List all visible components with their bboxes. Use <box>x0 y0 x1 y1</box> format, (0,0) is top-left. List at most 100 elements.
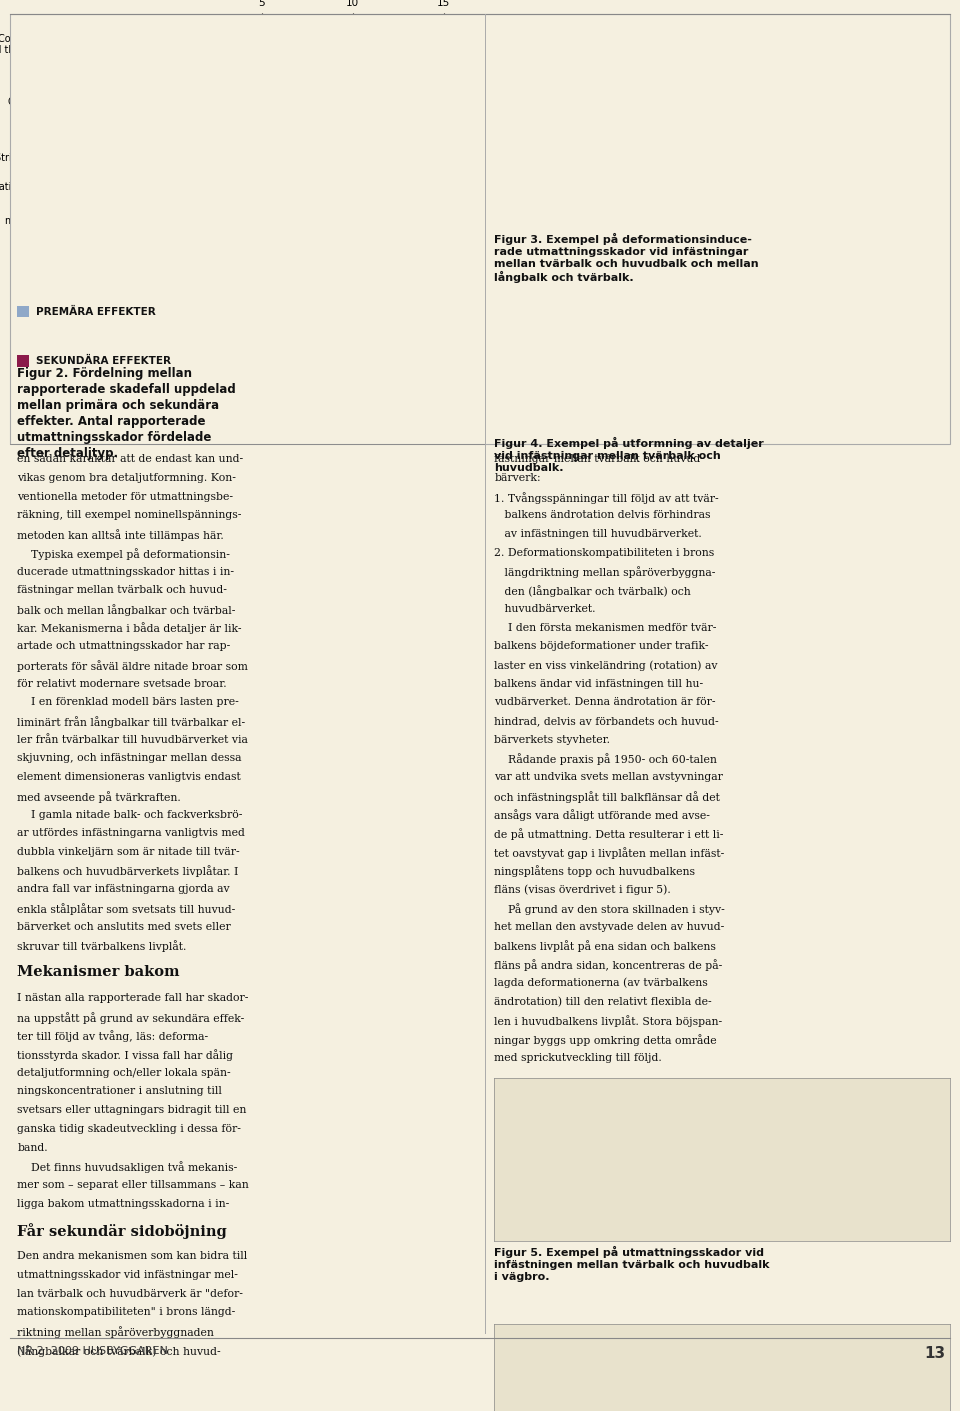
Text: vikas genom bra detaljutformning. Kon-: vikas genom bra detaljutformning. Kon- <box>17 473 236 483</box>
Text: bärverk:: bärverk: <box>494 473 541 483</box>
Bar <box>171 121 280 138</box>
Text: ducerade utmattningsskador hittas i in-: ducerade utmattningsskador hittas i in- <box>17 566 234 577</box>
Text: Det finns huvudsakligen två mekanis-: Det finns huvudsakligen två mekanis- <box>17 1161 237 1173</box>
Text: Tvärbalk: Tvärbalk <box>768 24 802 34</box>
Bar <box>171 150 271 166</box>
Text: Typiska exempel på deformationsin-: Typiska exempel på deformationsin- <box>17 547 230 560</box>
Text: (a): (a) <box>567 415 577 420</box>
Text: Tvärbalk: Tvärbalk <box>806 272 839 281</box>
Text: Infästning till tvärbalk: Infästning till tvärbalk <box>513 209 589 214</box>
Text: balkens böjdeformationer under trafik-: balkens böjdeformationer under trafik- <box>494 641 708 652</box>
Text: SEKUNDÄRA EFFEKTER: SEKUNDÄRA EFFEKTER <box>36 356 172 365</box>
Text: band.: band. <box>17 1143 48 1153</box>
Text: 13: 13 <box>924 1346 946 1362</box>
Text: Den andra mekanismen som kan bidra till: Den andra mekanismen som kan bidra till <box>17 1252 248 1261</box>
Text: balkens ändar vid infästningen till hu-: balkens ändar vid infästningen till hu- <box>494 679 704 689</box>
Text: hindrad, delvis av förbandets och huvud-: hindrad, delvis av förbandets och huvud- <box>494 715 719 727</box>
Text: huvudbärverket.: huvudbärverket. <box>494 604 596 614</box>
Text: Figur 4. Exempel på utformning av detaljer
vid infästningar mellan tvärbalk och
: Figur 4. Exempel på utformning av detalj… <box>494 437 764 474</box>
Bar <box>171 35 453 54</box>
Text: detaljutformning och/eller lokala spän-: detaljutformning och/eller lokala spän- <box>17 1068 231 1078</box>
Text: fästningar mellan tvärbalk och huvud-: fästningar mellan tvärbalk och huvud- <box>494 454 705 464</box>
Text: balkens och huvudbärverkets livplåtar. I: balkens och huvudbärverkets livplåtar. I <box>17 865 239 878</box>
Bar <box>171 292 216 309</box>
Text: lan tvärbalk och huvudbärverk är "defor-: lan tvärbalk och huvudbärverk är "defor- <box>17 1288 243 1298</box>
Text: av infästningen till huvudbärverket.: av infästningen till huvudbärverket. <box>494 529 702 539</box>
Text: ansågs vara dåligt utförande med avse-: ansågs vara dåligt utförande med avse- <box>494 810 710 821</box>
Text: ventionella metoder för utmattningsbe-: ventionella metoder för utmattningsbe- <box>17 491 233 502</box>
Text: de på utmattning. Detta resulterar i ett li-: de på utmattning. Detta resulterar i ett… <box>494 828 724 840</box>
Text: kar. Mekanismerna i båda detaljer är lik-: kar. Mekanismerna i båda detaljer är lik… <box>17 622 242 635</box>
Text: tet oavstyvat gap i livplåten mellan infäst-: tet oavstyvat gap i livplåten mellan inf… <box>494 847 725 859</box>
Text: len i huvudbalkens livplåt. Stora böjspan-: len i huvudbalkens livplåt. Stora böjspa… <box>494 1015 723 1027</box>
Text: NR 2  2009 HUSBYGGAREN: NR 2 2009 HUSBYGGAREN <box>17 1346 168 1356</box>
Text: I gamla nitade balk- och fackverksbrö-: I gamla nitade balk- och fackverksbrö- <box>17 810 243 820</box>
Text: ningskoncentrationer i anslutning till: ningskoncentrationer i anslutning till <box>17 1086 222 1096</box>
Wedge shape <box>40 95 88 151</box>
Text: ganska tidig skadeutveckling i dessa för-: ganska tidig skadeutveckling i dessa för… <box>17 1123 241 1134</box>
Text: Mekanismer bakom: Mekanismer bakom <box>17 965 180 979</box>
Text: var att undvika svets mellan avstyvningar: var att undvika svets mellan avstyvninga… <box>494 772 723 782</box>
Text: På grund av den stora skillnaden i styv-: På grund av den stora skillnaden i styv- <box>494 903 725 914</box>
Text: (långbalkar och tvärbalk) och huvud-: (långbalkar och tvärbalk) och huvud- <box>17 1345 221 1356</box>
Bar <box>171 320 207 337</box>
Text: fläns på andra sidan, koncentreras de på-: fläns på andra sidan, koncentreras de på… <box>494 959 723 971</box>
Text: ändrotation) till den relativt flexibla de-: ändrotation) till den relativt flexibla … <box>494 996 712 1007</box>
Text: dubbla vinkeljärn som är nitade till tvär-: dubbla vinkeljärn som är nitade till tvä… <box>17 847 240 856</box>
Text: ningsplåtens topp och huvudbalkens: ningsplåtens topp och huvudbalkens <box>494 865 695 878</box>
Text: na uppstått på grund av sekundära effek-: na uppstått på grund av sekundära effek- <box>17 1012 245 1023</box>
Text: mationskompatibiliteten" i brons längd-: mationskompatibiliteten" i brons längd- <box>17 1307 235 1318</box>
Text: artade och utmattningsskador har rap-: artade och utmattningsskador har rap- <box>17 641 230 652</box>
Text: ar utfördes infästningarna vanligtvis med: ar utfördes infästningarna vanligtvis me… <box>17 828 245 838</box>
Text: balkens ändrotation delvis förhindras: balkens ändrotation delvis förhindras <box>494 511 711 521</box>
Bar <box>171 178 271 196</box>
Text: ~90%: ~90% <box>58 145 120 164</box>
Text: och infästningsplåt till balkflänsar då det: och infästningsplåt till balkflänsar då … <box>494 790 720 803</box>
Text: ter till följd av tvång, läs: deforma-: ter till följd av tvång, läs: deforma- <box>17 1030 208 1043</box>
Text: I den första mekanismen medför tvär-: I den första mekanismen medför tvär- <box>494 622 717 632</box>
Text: längdriktning mellan spåröverbyggna-: längdriktning mellan spåröverbyggna- <box>494 566 716 579</box>
Text: fästningar mellan tvärbalk och huvud-: fästningar mellan tvärbalk och huvud- <box>17 586 228 595</box>
Text: porterats för såväl äldre nitade broar som: porterats för såväl äldre nitade broar s… <box>17 660 248 672</box>
Text: för relativt modernare svetsade broar.: för relativt modernare svetsade broar. <box>17 679 227 689</box>
Text: Rådande praxis på 1950- och 60-talen: Rådande praxis på 1950- och 60-talen <box>494 753 717 765</box>
Text: metoden kan alltså inte tillämpas här.: metoden kan alltså inte tillämpas här. <box>17 529 224 540</box>
Bar <box>171 206 252 224</box>
Text: en sådan karaktär att de endast kan und-: en sådan karaktär att de endast kan und- <box>17 454 244 464</box>
Text: 1. Tvångsspänningar till följd av att tvär-: 1. Tvångsspänningar till följd av att tv… <box>494 491 719 504</box>
Text: utmattningsskador vid infästningar mel-: utmattningsskador vid infästningar mel- <box>17 1270 238 1280</box>
Text: Långbalk: Långbalk <box>851 154 882 171</box>
Text: het mellan den avstyvade delen av huvud-: het mellan den avstyvade delen av huvud- <box>494 921 725 931</box>
Text: lagda deformationerna (av tvärbalkens: lagda deformationerna (av tvärbalkens <box>494 978 708 988</box>
Text: Figur 3. Exempel på deformationsinducе-
rade utmattningsskador vid infästningar
: Figur 3. Exempel på deformationsinducе- … <box>494 233 759 284</box>
Text: med avseende på tvärkraften.: med avseende på tvärkraften. <box>17 790 181 803</box>
Text: Huvudbalk: Huvudbalk <box>513 40 554 48</box>
Text: I en förenklad modell bärs lasten pre-: I en förenklad modell bärs lasten pre- <box>17 697 239 707</box>
Bar <box>171 93 380 110</box>
Text: 2. Deformationskompatibiliteten i brons: 2. Deformationskompatibiliteten i brons <box>494 547 714 557</box>
Text: vudbärverket. Denna ändrotation är för-: vudbärverket. Denna ändrotation är för- <box>494 697 716 707</box>
Text: element dimensioneras vanligtvis endast: element dimensioneras vanligtvis endast <box>17 772 241 782</box>
Wedge shape <box>30 92 148 212</box>
Text: enkla stålplåtar som svetsats till huvud-: enkla stålplåtar som svetsats till huvud… <box>17 903 235 914</box>
Bar <box>171 234 234 253</box>
Bar <box>171 264 226 281</box>
Bar <box>171 377 271 395</box>
Text: med sprickutveckling till följd.: med sprickutveckling till följd. <box>494 1053 662 1062</box>
Text: laster en viss vinkeländring (rotation) av: laster en viss vinkeländring (rotation) … <box>494 660 718 670</box>
Text: balk och mellan långbalkar och tvärbal-: balk och mellan långbalkar och tvärbal- <box>17 604 235 615</box>
Text: (c): (c) <box>868 415 877 420</box>
Text: ligga bakom utmattningsskadorna i in-: ligga bakom utmattningsskadorna i in- <box>17 1198 229 1209</box>
Text: skjuvning, och infästningar mellan dessa: skjuvning, och infästningar mellan dessa <box>17 753 242 763</box>
Text: andra fall var infästningarna gjorda av: andra fall var infästningarna gjorda av <box>17 885 229 895</box>
Text: bärverket och anslutits med svets eller: bärverket och anslutits med svets eller <box>17 921 231 931</box>
Text: PREMÄRA EFFEKTER: PREMÄRA EFFEKTER <box>36 306 156 316</box>
Text: ningar byggs upp omkring detta område: ningar byggs upp omkring detta område <box>494 1034 717 1046</box>
Text: den (långbalkar och tvärbalk) och: den (långbalkar och tvärbalk) och <box>494 586 691 597</box>
Text: tionsstyrda skador. I vissa fall har dålig: tionsstyrda skador. I vissa fall har dål… <box>17 1048 233 1061</box>
Text: svetsars eller uttagningars bidragit till en: svetsars eller uttagningars bidragit til… <box>17 1105 247 1115</box>
Text: liminärt från långbalkar till tvärbalkar el-: liminärt från långbalkar till tvärbalkar… <box>17 715 246 728</box>
Text: ler från tvärbalkar till huvudbärverket via: ler från tvärbalkar till huvudbärverket … <box>17 735 248 745</box>
Text: riktning mellan spåröverbyggnaden: riktning mellan spåröverbyggnaden <box>17 1326 214 1338</box>
Text: mer som – separat eller tillsammans – kan: mer som – separat eller tillsammans – ka… <box>17 1180 249 1189</box>
